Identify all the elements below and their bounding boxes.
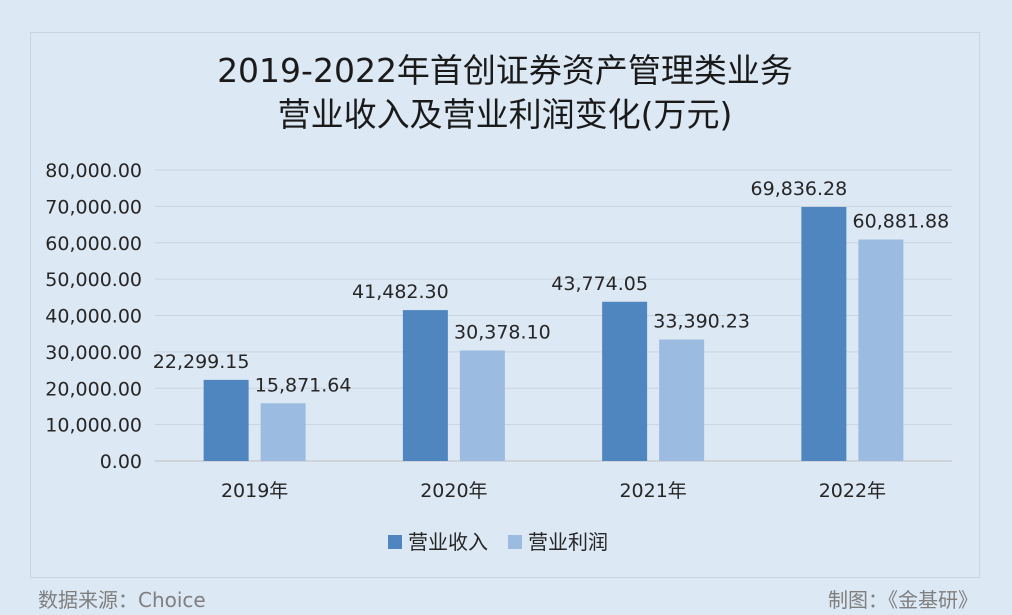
bar-revenue bbox=[402, 310, 448, 461]
bar-profit bbox=[858, 239, 904, 461]
y-tick-label: 0.00 bbox=[100, 451, 142, 473]
chart-title-line: 2019-2022年首创证券资产管理类业务 bbox=[217, 51, 793, 90]
x-tick-label: 2022年 bbox=[819, 480, 886, 502]
data-label: 43,774.05 bbox=[551, 273, 648, 295]
y-tick-label: 20,000.00 bbox=[45, 378, 142, 400]
source-note: 数据来源：Choice bbox=[38, 588, 206, 612]
bar-profit bbox=[260, 403, 306, 461]
data-label: 41,482.30 bbox=[352, 281, 449, 303]
legend-swatch bbox=[388, 535, 402, 549]
x-tick-label: 2019年 bbox=[221, 480, 288, 502]
y-tick-label: 70,000.00 bbox=[45, 196, 142, 218]
y-tick-label: 60,000.00 bbox=[45, 233, 142, 255]
bar-profit bbox=[659, 339, 705, 461]
chart-frame bbox=[30, 32, 980, 578]
x-tick-label: 2021年 bbox=[619, 480, 686, 502]
credit-note: 制图：《金基研》 bbox=[828, 588, 978, 612]
y-tick-label: 40,000.00 bbox=[45, 306, 142, 328]
x-tick-label: 2020年 bbox=[420, 480, 487, 502]
bar-revenue bbox=[203, 379, 249, 461]
data-label: 69,836.28 bbox=[751, 178, 848, 200]
legend-swatch bbox=[508, 535, 522, 549]
data-label: 30,378.10 bbox=[454, 321, 551, 343]
data-label: 33,390.23 bbox=[653, 311, 750, 333]
y-tick-label: 10,000.00 bbox=[45, 415, 142, 437]
chart-title-line: 营业收入及营业利润变化(万元) bbox=[278, 95, 733, 134]
y-tick-label: 50,000.00 bbox=[45, 269, 142, 291]
bar-revenue bbox=[801, 206, 847, 461]
legend-label: 营业收入 bbox=[408, 530, 488, 554]
y-tick-label: 30,000.00 bbox=[45, 342, 142, 364]
legend-label: 营业利润 bbox=[528, 530, 608, 554]
bar-profit bbox=[459, 350, 505, 461]
data-label: 15,871.64 bbox=[255, 374, 352, 396]
data-label: 60,881.88 bbox=[853, 211, 950, 233]
y-tick-label: 80,000.00 bbox=[45, 160, 142, 182]
bar-revenue bbox=[602, 301, 648, 461]
data-label: 22,299.15 bbox=[153, 351, 250, 373]
